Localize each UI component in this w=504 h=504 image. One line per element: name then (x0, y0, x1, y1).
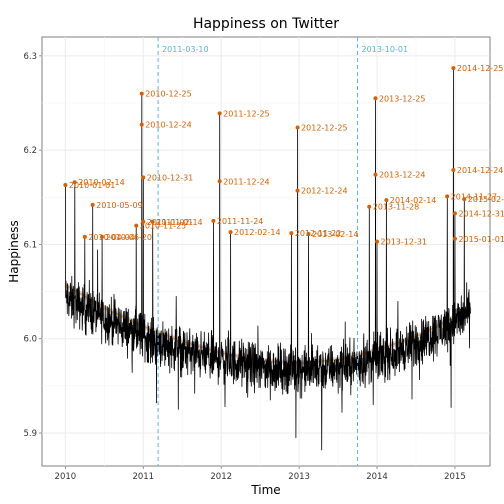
reference-line-label: 2013-10-01 (362, 45, 409, 54)
peak-label: 2013-02-14 (312, 230, 359, 239)
peak-label: 2012-12-24 (301, 187, 348, 196)
peak-marker (367, 204, 372, 209)
peak-label: 2010-12-24 (145, 121, 192, 130)
panel-background (41, 36, 491, 467)
peak-label: 2010-12-25 (145, 90, 192, 99)
x-tick-label: 2011 (132, 472, 154, 482)
peak-label: 2010-05-09 (96, 201, 143, 210)
peak-label: 2013-12-31 (381, 238, 428, 247)
peak-marker (141, 219, 146, 224)
peak-label: 2012-12-25 (301, 124, 348, 133)
peak-marker (134, 223, 139, 228)
peak-marker (90, 202, 95, 207)
peak-label: 2015-02-14 (468, 195, 504, 204)
vertical-lines: 2011-03-10 2013-10-01 (157, 37, 409, 466)
peak-marker (139, 122, 144, 127)
peak-marker (295, 188, 300, 193)
y-tick-label: 5.9 (23, 429, 37, 439)
peak-label: 2014-02-14 (390, 196, 437, 205)
peak-marker (452, 236, 457, 241)
peak-label: 2011-11-24 (217, 217, 264, 226)
x-axis-title: Time (250, 483, 280, 497)
peak-label: 2014-12-31 (458, 209, 504, 218)
peak-marker (451, 66, 456, 71)
y-tick-label: 6.3 (23, 52, 37, 62)
peak-label: 2011-12-24 (223, 177, 269, 186)
peak-label: 2012-02-14 (234, 228, 281, 237)
peak-label: 2011-01-01 (147, 218, 194, 227)
peak-marker (445, 194, 450, 199)
peak-label: 2013-12-25 (379, 94, 426, 103)
peak-marker (452, 211, 457, 216)
peak-marker (150, 219, 155, 224)
y-axis-ticks: 5.9 6.0 6.1 6.2 6.3 (23, 52, 42, 439)
x-tick-label: 2015 (444, 472, 466, 482)
series-layer (65, 67, 471, 451)
peak-marker (306, 232, 311, 237)
peak-marker (72, 180, 77, 185)
peak-marker (289, 231, 294, 236)
peak-label: 2011-02-14 (156, 218, 203, 227)
x-tick-label: 2012 (210, 472, 232, 482)
x-tick-label: 2014 (366, 472, 388, 482)
y-tick-label: 6.1 (23, 240, 37, 250)
peak-marker (82, 234, 87, 239)
peak-marker (63, 183, 68, 188)
happiness-series-line (65, 67, 471, 451)
peak-marker (228, 230, 233, 235)
peak-marker (295, 125, 300, 130)
x-axis-ticks: 2010 2011 2012 2013 2014 2015 (55, 466, 466, 482)
peak-label: 2010-11-25 (140, 222, 187, 231)
x-tick-label: 2010 (55, 472, 77, 482)
peak-marker (373, 172, 378, 177)
peak-marker (217, 179, 222, 184)
peak-label: 2010-12-31 (147, 173, 194, 182)
peak-label: 2012-11-22 (295, 229, 342, 238)
peak-label: 2010-01-01 (69, 181, 116, 190)
peak-marker (462, 197, 467, 202)
plot-panel: 2011-03-10 2013-10-01 2010-01-012010-02-1… (41, 36, 504, 467)
peak-label: 2010-02-14 (78, 178, 125, 187)
peak-label: 2015-01-01 (458, 235, 504, 244)
peak-label: 2010-06-20 (105, 233, 152, 242)
peak-label: 2010-04-04 (88, 233, 135, 242)
peak-label: 2014-12-25 (457, 64, 504, 73)
peak-marker (99, 234, 104, 239)
peak-marker (141, 175, 146, 180)
y-tick-label: 6.2 (23, 146, 37, 156)
reference-line-label: 2011-03-10 (162, 45, 209, 54)
peak-marker (451, 167, 456, 172)
peak-marker (384, 198, 389, 203)
y-axis-title: Happiness (7, 220, 21, 282)
chart-title: Happiness on Twitter (193, 16, 339, 32)
peak-label: 2014-11-27 (451, 192, 498, 201)
x-tick-label: 2013 (288, 472, 310, 482)
peak-marker (217, 111, 222, 116)
peak-marker (373, 96, 378, 101)
peak-marker (375, 239, 380, 244)
peak-marker (211, 218, 216, 223)
y-tick-label: 6.0 (23, 335, 37, 345)
peak-label: 2014-12-24 (457, 166, 504, 175)
peak-label: 2011-12-25 (223, 109, 269, 118)
peak-label: 2013-11-28 (373, 203, 420, 212)
peak-label: 2013-12-24 (379, 171, 426, 180)
peak-marker (139, 91, 144, 96)
